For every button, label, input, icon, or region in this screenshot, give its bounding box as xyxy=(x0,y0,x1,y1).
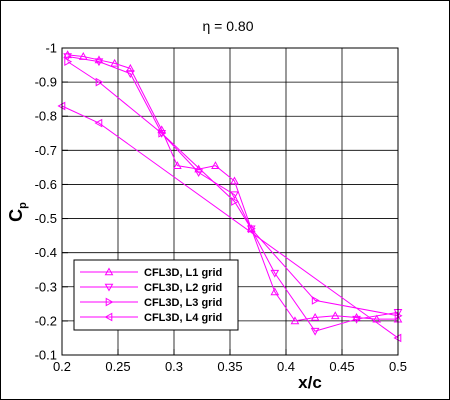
data-point-marker xyxy=(246,225,256,234)
legend-label: CFL3D, L4 grid xyxy=(144,312,222,324)
legend: CFL3D, L1 grid CFL3D, L2 grid CFL3D, L3 gr… xyxy=(73,259,239,331)
y-tick-label: -0.1 xyxy=(35,348,57,363)
legend-item: CFL3D, L2 grid xyxy=(80,282,222,294)
legend-marker xyxy=(105,297,114,307)
x-tick-label: 0.25 xyxy=(105,359,130,374)
legend-marker xyxy=(104,283,114,292)
data-point-marker xyxy=(311,296,320,305)
y-axis-ticks: -1 -0.9 -0.8 -0.7 -0.6 -0.5 -0.4 -0.3 -0.2 -0.1 xyxy=(35,41,68,363)
x-tick-label: 0.2 xyxy=(53,359,71,374)
data-point-marker xyxy=(94,58,104,67)
data-point-marker xyxy=(310,312,320,321)
series-line xyxy=(61,105,399,339)
data-point-marker xyxy=(173,161,182,169)
data-point-marker xyxy=(310,327,320,336)
series-2 xyxy=(63,53,403,336)
x-axis-label: x/c xyxy=(298,373,322,392)
y-tick-label: -0.9 xyxy=(35,75,57,90)
legend-label: CFL3D, L1 grid xyxy=(144,267,222,279)
x-tick-label: 0.5 xyxy=(389,359,407,374)
chart-title: η = 0.80 xyxy=(203,18,254,34)
series-line xyxy=(67,56,399,332)
data-point-marker xyxy=(372,314,382,323)
x-tick-label: 0.45 xyxy=(329,359,354,374)
data-point-marker xyxy=(95,77,104,87)
y-tick-label: -0.6 xyxy=(35,177,57,192)
data-point-marker xyxy=(270,269,280,278)
y-tick-label: -0.7 xyxy=(35,143,57,158)
data-point-marker xyxy=(157,129,167,138)
data-point-marker xyxy=(110,58,119,67)
y-axis-label: Cp xyxy=(6,202,29,222)
x-tick-label: 0.3 xyxy=(165,359,183,374)
data-point-marker xyxy=(158,128,167,138)
legend-label: CFL3D, L2 grid xyxy=(144,282,222,294)
data-point-marker xyxy=(290,316,300,325)
x-axis-ticks: 0.2 0.25 0.3 0.35 0.4 0.45 0.5 xyxy=(53,349,407,374)
data-point-marker xyxy=(270,287,280,296)
data-point-marker xyxy=(194,169,203,178)
data-point-marker xyxy=(63,50,72,59)
data-point-marker xyxy=(230,176,239,185)
y-tick-label: -0.3 xyxy=(35,279,57,294)
y-tick-label: -0.2 xyxy=(35,313,57,328)
y-tick-label: -1 xyxy=(45,41,57,56)
data-point-marker xyxy=(125,70,135,79)
y-tick-label: -0.8 xyxy=(35,109,57,124)
y-axis-label-sub: p xyxy=(17,202,29,209)
legend-marker xyxy=(104,312,113,322)
data-point-marker xyxy=(94,55,104,64)
legend-label: CFL3D, L3 grid xyxy=(144,297,222,309)
y-tick-label: -0.5 xyxy=(35,211,57,226)
data-point-marker xyxy=(63,53,72,62)
x-tick-label: 0.4 xyxy=(277,359,295,374)
data-point-marker xyxy=(352,315,361,324)
y-axis-label-main: C xyxy=(6,209,26,222)
data-point-marker xyxy=(247,224,256,234)
data-point-marker xyxy=(352,312,361,321)
data-point-marker xyxy=(64,57,73,66)
series-line xyxy=(67,61,399,317)
legend-item: CFL3D, L1 grid xyxy=(80,267,222,279)
series-1 xyxy=(63,50,403,325)
legend-item: CFL3D, L4 grid xyxy=(80,312,222,324)
data-point-marker xyxy=(94,118,103,128)
legend-item: CFL3D, L3 grid xyxy=(80,297,222,309)
data-point-marker xyxy=(231,197,240,206)
series-line xyxy=(67,54,398,322)
svg-text:Cp: Cp xyxy=(6,202,29,222)
data-point-marker xyxy=(211,161,220,169)
data-point-marker xyxy=(330,311,340,320)
y-tick-label: -0.4 xyxy=(35,245,57,260)
data-point-marker xyxy=(230,191,239,200)
legend-marker xyxy=(104,267,114,276)
x-tick-label: 0.35 xyxy=(217,359,242,374)
